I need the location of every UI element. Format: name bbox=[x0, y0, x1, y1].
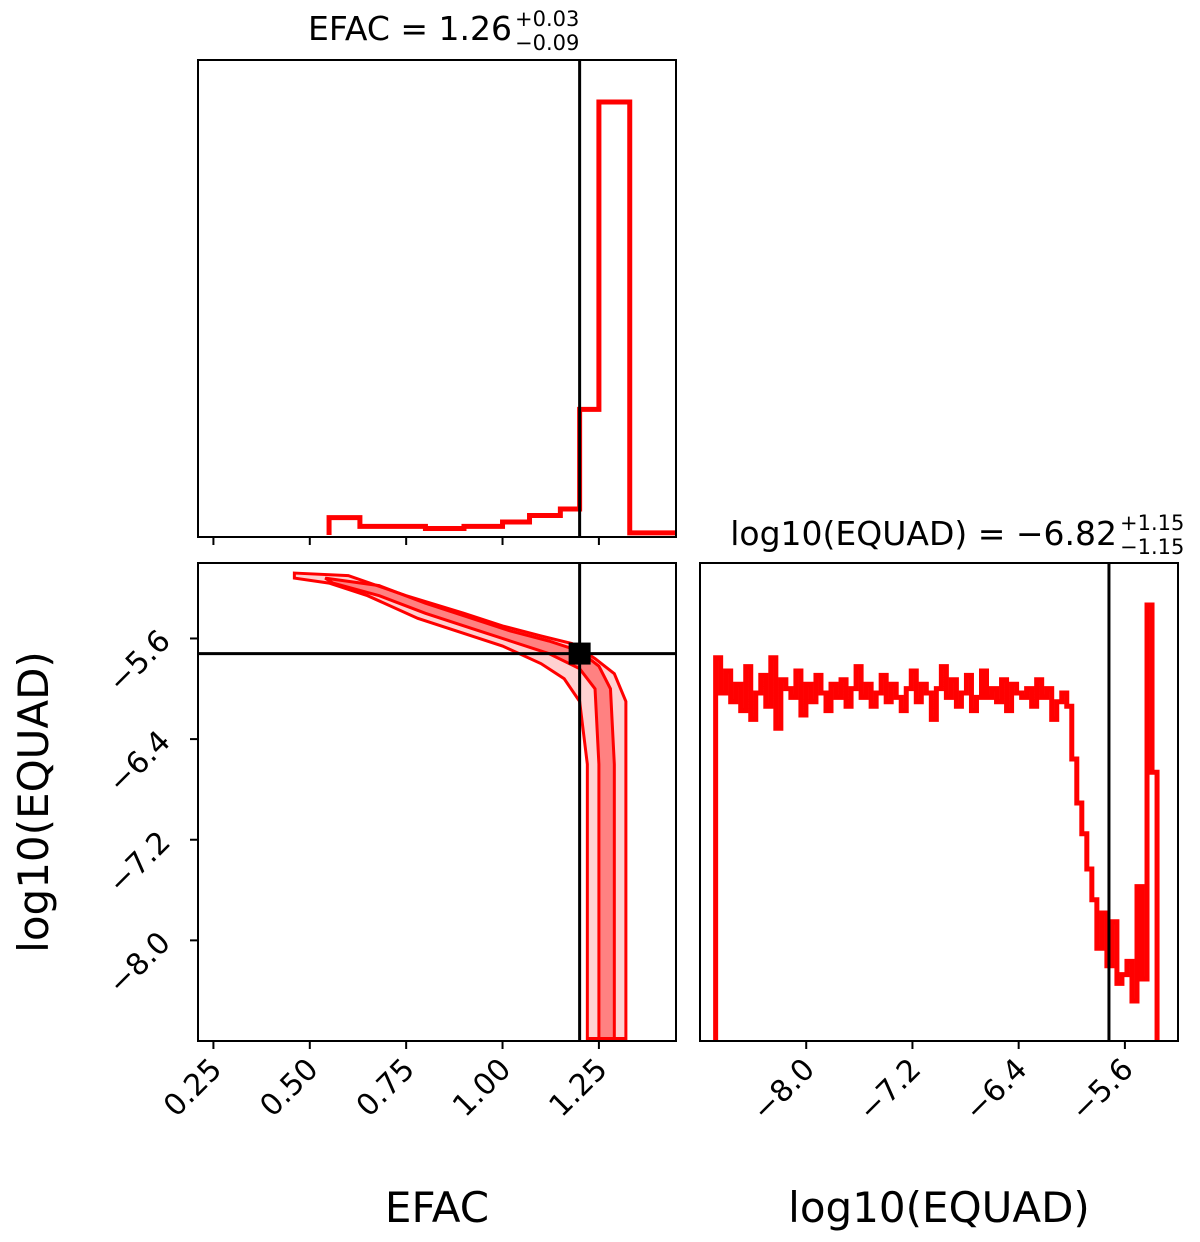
contour-inner bbox=[324, 576, 616, 1040]
equad-x-tick-label-3: −5.6 bbox=[1064, 1052, 1140, 1128]
efac-histogram-line bbox=[326, 99, 676, 536]
equad-title-main: log10(EQUAD) = −6.82 bbox=[730, 514, 1117, 553]
equad-title: log10(EQUAD) = −6.82 +1.15 −1.15 bbox=[730, 511, 1184, 559]
x-axis-label-efac: EFAC bbox=[385, 1183, 489, 1232]
efac-title: EFAC = 1.26 +0.03 −0.09 bbox=[308, 7, 579, 55]
joint-x-tick-label-4: 1.25 bbox=[543, 1052, 615, 1124]
equad-histogram-frame bbox=[699, 562, 1179, 1042]
efac-title-main: EFAC = 1.26 bbox=[308, 9, 512, 48]
efac-title-sub: −0.09 bbox=[515, 31, 579, 55]
joint-y-tick-label-1: −6.4 bbox=[101, 724, 177, 800]
joint-y-tick-label-0: −5.6 bbox=[101, 623, 177, 699]
equad-title-sup: +1.15 bbox=[1120, 511, 1184, 535]
equad-title-sub: −1.15 bbox=[1120, 535, 1184, 559]
equad-histogram-panel: −8.0 −7.2 −6.4 −5.6 bbox=[699, 562, 1179, 1128]
x-axis-label-equad: log10(EQUAD) bbox=[788, 1183, 1090, 1232]
joint-x-tick-label-1: 0.50 bbox=[253, 1052, 325, 1124]
equad-x-tick-label-1: −7.2 bbox=[852, 1052, 928, 1128]
y-axis-label-equad: log10(EQUAD) bbox=[9, 651, 58, 953]
joint-x-tick-label-0: 0.25 bbox=[157, 1052, 229, 1124]
truth-marker bbox=[568, 642, 591, 665]
equad-x-tick-label-0: −8.0 bbox=[746, 1052, 822, 1128]
joint-y-tick-label-3: −8.0 bbox=[101, 925, 177, 1001]
efac-title-sup: +0.03 bbox=[515, 7, 579, 31]
joint-x-tick-label-3: 1.00 bbox=[446, 1052, 518, 1124]
equad-histogram-line bbox=[713, 602, 1160, 1041]
joint-y-tick-label-2: −7.2 bbox=[101, 825, 177, 901]
efac-histogram-panel bbox=[197, 59, 677, 545]
efac-histogram-frame bbox=[197, 59, 677, 538]
joint-frame bbox=[197, 562, 677, 1042]
equad-x-tick-label-2: −6.4 bbox=[958, 1052, 1034, 1128]
joint-panel: 0.25 0.50 0.75 1.00 1.25 −5.6 −6.4 −7.2 −8.0 bbox=[101, 562, 677, 1124]
joint-x-tick-label-2: 0.75 bbox=[350, 1052, 422, 1124]
